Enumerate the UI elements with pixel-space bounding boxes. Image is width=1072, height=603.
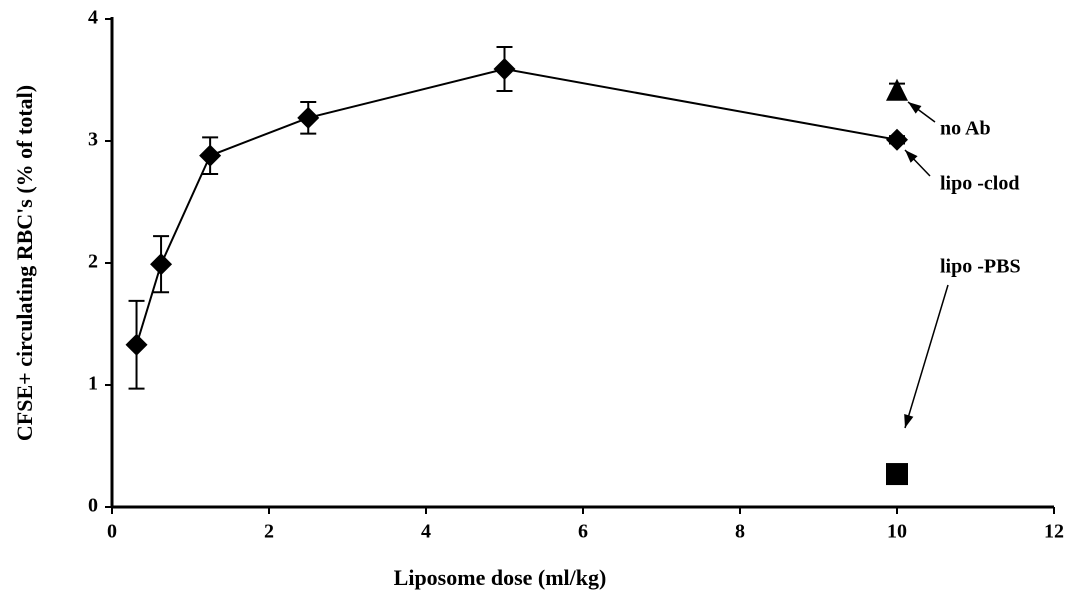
y-tick-label: 2 [88,251,98,273]
y-tick-label: 4 [88,7,98,29]
x-tick-label: 12 [1044,521,1064,543]
data-point [150,253,173,276]
annotation: lipo -PBS [940,256,1021,278]
data-point [886,78,908,101]
x-tick-label: 10 [887,521,907,543]
y-tick-label: 1 [88,373,98,395]
x-axis-label: Liposome dose (ml/kg) [394,565,607,590]
y-axis-label: CFSE+ circulating RBC's (% of total) [12,85,37,441]
x-tick-label: 4 [421,521,431,543]
data-point [886,128,908,151]
data-point [297,106,320,129]
data-point [199,144,222,167]
x-tick-label: 0 [107,521,117,543]
x-tick-label: 6 [578,521,588,543]
annotation-arrow [904,284,949,429]
annotation: lipo -clod [940,173,1019,195]
annotation: no Ab [940,118,991,140]
series-line [135,67,898,346]
data-point [493,58,516,81]
arrow-head [908,102,922,114]
x-tick-label: 2 [264,521,274,543]
y-tick-label: 0 [88,495,98,517]
x-tick-label: 8 [735,521,745,543]
data-point [886,463,908,486]
arrow-head [905,150,918,163]
y-tick-label: 3 [88,129,98,151]
arrow-head [904,414,914,428]
data-point [125,333,148,356]
